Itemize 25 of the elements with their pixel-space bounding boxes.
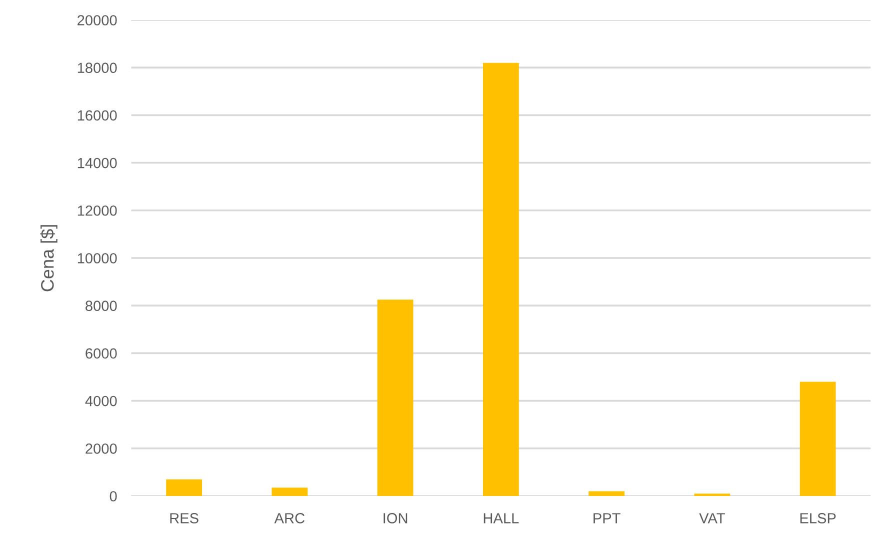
x-tick-label: RES: [170, 513, 198, 524]
y-tick-label: 10000: [78, 253, 117, 264]
x-tick-label: PPT: [594, 513, 620, 524]
x-tick-label: HALL: [484, 513, 519, 524]
y-tick-label: 8000: [86, 300, 117, 312]
bar: [377, 300, 414, 496]
y-tick-label: 6000: [86, 348, 117, 359]
y-axis-title: Cena [$]: [40, 225, 58, 292]
y-tick-label: 0: [110, 491, 117, 502]
y-tick-label: 20000: [78, 15, 117, 26]
y-tick-label: 4000: [85, 396, 117, 406]
x-tick-label: VAT: [699, 513, 725, 524]
bar: [272, 488, 308, 496]
y-tick-label: 18000: [78, 62, 117, 74]
y-tick-label: 2000: [86, 443, 117, 454]
y-tick-label: 14000: [78, 158, 117, 168]
bar: [800, 382, 836, 496]
bar: [166, 479, 202, 496]
bar: [588, 491, 625, 496]
bar: [482, 62, 519, 496]
x-tick-label: ION: [384, 513, 408, 524]
y-tick-label: 12000: [78, 205, 117, 216]
y-tick-label: 16000: [78, 110, 117, 121]
x-tick-label: ELSP: [800, 513, 836, 524]
x-tick-label: ARC: [274, 513, 305, 524]
